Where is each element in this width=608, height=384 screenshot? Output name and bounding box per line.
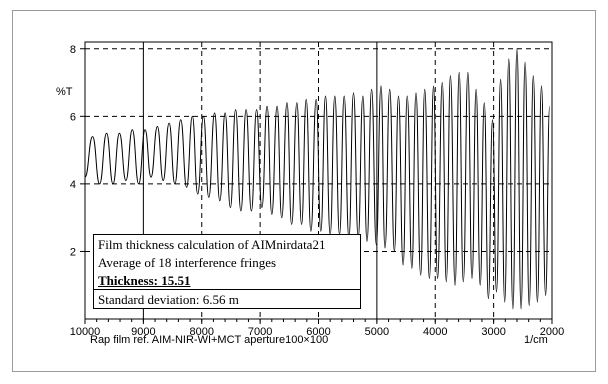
x-tick-label: 8000: [190, 326, 214, 338]
chart-caption: Rap film ref. AIM-NIR-WI+MCT aperture100…: [90, 334, 328, 346]
series-line: [84, 48, 551, 310]
y-tick-label: 2: [70, 246, 76, 258]
y-tick-label: 4: [70, 179, 76, 191]
info-thickness: Thickness: 15.51: [98, 273, 191, 288]
x-tick-label: 7000: [248, 326, 272, 338]
x-tick-label: 10000: [70, 326, 101, 338]
info-std-dev: Standard deviation: 6.56 m: [94, 289, 360, 308]
info-fringes: Average of 18 interference fringes: [98, 255, 277, 270]
x-tick-label: 9000: [131, 326, 155, 338]
x-tick-label: 2000: [540, 326, 564, 338]
info-box: Film thickness calculation of AIMnirdata…: [93, 234, 361, 309]
ticks: 10000 9000 8000 7000 6000 5000 4000 3000 2000 2 4 6…: [70, 44, 565, 338]
y-axis-label: %T: [56, 86, 73, 98]
info-title: Film thickness calculation of AIMnirdata…: [98, 237, 326, 252]
x-tick-label: 3000: [481, 326, 505, 338]
x-tick-label: 5000: [365, 326, 389, 338]
y-tick-label: 6: [70, 111, 76, 123]
x-axis-label: 1/cm: [524, 334, 548, 346]
y-tick-label: 8: [70, 44, 76, 56]
x-tick-label: 4000: [423, 326, 447, 338]
x-tick-label: 6000: [306, 326, 330, 338]
